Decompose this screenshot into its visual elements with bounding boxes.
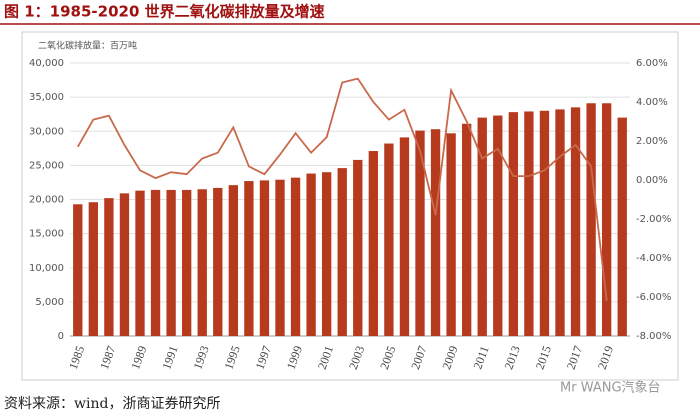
bar xyxy=(477,117,487,336)
bar xyxy=(104,198,114,336)
y2-tick-label: 2.00% xyxy=(636,136,668,147)
bar xyxy=(337,168,347,336)
x-tick-label: 1999 xyxy=(284,344,305,371)
bar xyxy=(524,111,534,337)
bar xyxy=(197,189,207,336)
x-tick-label: 2007 xyxy=(408,344,429,371)
y-tick-label: 15,000 xyxy=(29,229,64,240)
bar xyxy=(135,190,145,336)
bar xyxy=(384,143,394,336)
bar xyxy=(290,177,301,336)
x-tick-label: 2009 xyxy=(439,344,460,371)
y2-tick-label: -4.00% xyxy=(636,253,671,264)
y2-tick-label: 6.00% xyxy=(636,58,668,69)
bar xyxy=(275,179,285,336)
bar xyxy=(322,172,332,336)
bar xyxy=(570,107,581,336)
x-tick-label: 2001 xyxy=(315,344,336,371)
bar xyxy=(539,110,550,337)
bar xyxy=(462,123,472,337)
bar xyxy=(415,130,425,336)
x-tick-label: 1991 xyxy=(159,344,180,371)
x-tick-label: 2019 xyxy=(595,344,616,371)
x-tick-label: 2011 xyxy=(470,344,491,371)
y2-tick-label: 4.00% xyxy=(636,97,668,108)
bar xyxy=(353,159,363,336)
chart-title: 图 1：1985-2020 世界二氧化碳排放量及增速 xyxy=(4,3,325,21)
x-tick-label: 1987 xyxy=(97,344,118,371)
bar xyxy=(368,151,378,336)
bar xyxy=(166,189,176,336)
x-tick-label: 1997 xyxy=(253,344,274,371)
y-tick-label: 30,000 xyxy=(29,126,64,137)
y-tick-label: 10,000 xyxy=(29,263,64,274)
bar xyxy=(493,115,503,337)
x-tick-label: 2003 xyxy=(346,344,367,371)
x-tick-label: 1995 xyxy=(221,344,242,371)
bar xyxy=(244,181,254,336)
y-tick-label: 40,000 xyxy=(29,58,64,69)
bar xyxy=(150,189,161,336)
bar xyxy=(73,204,83,336)
x-tick-label: 2015 xyxy=(533,344,554,371)
x-tick-label: 2017 xyxy=(564,344,585,371)
y-tick-label: 25,000 xyxy=(29,160,64,171)
bar xyxy=(182,189,192,336)
y-axis-label: 二氧化碳排放量：百万吨 xyxy=(38,40,137,52)
y-tick-label: 5,000 xyxy=(35,297,64,308)
y2-tick-label: -6.00% xyxy=(636,292,671,303)
y2-tick-label: -2.00% xyxy=(636,214,671,225)
bar xyxy=(617,117,627,336)
bar xyxy=(213,187,223,336)
bar xyxy=(602,103,612,336)
bar xyxy=(399,137,410,336)
x-tick-label: 1985 xyxy=(66,344,87,371)
x-tick-label: 1993 xyxy=(190,344,211,371)
x-tick-label: 1989 xyxy=(128,344,149,371)
bar xyxy=(586,103,596,336)
source: 资料来源：wind，浙商证券研究所 xyxy=(4,396,220,412)
bar xyxy=(430,129,441,336)
growth-line xyxy=(77,77,608,302)
watermark: Mr WANG汽象台 xyxy=(560,381,661,396)
bar xyxy=(228,185,238,336)
bar xyxy=(446,133,456,336)
y2-tick-label: -8.00% xyxy=(636,331,671,342)
y-tick-label: 0 xyxy=(58,331,64,342)
frame xyxy=(21,31,679,381)
bar xyxy=(119,193,130,336)
bar xyxy=(259,180,270,336)
bar xyxy=(555,109,565,336)
bar xyxy=(306,173,316,336)
bar xyxy=(88,202,98,336)
bar xyxy=(508,112,518,336)
x-tick-label: 2005 xyxy=(377,344,398,371)
x-tick-label: 2013 xyxy=(501,344,522,371)
y-tick-label: 20,000 xyxy=(29,195,64,206)
y-tick-label: 35,000 xyxy=(29,92,64,103)
y2-tick-label: 0.00% xyxy=(636,175,668,186)
